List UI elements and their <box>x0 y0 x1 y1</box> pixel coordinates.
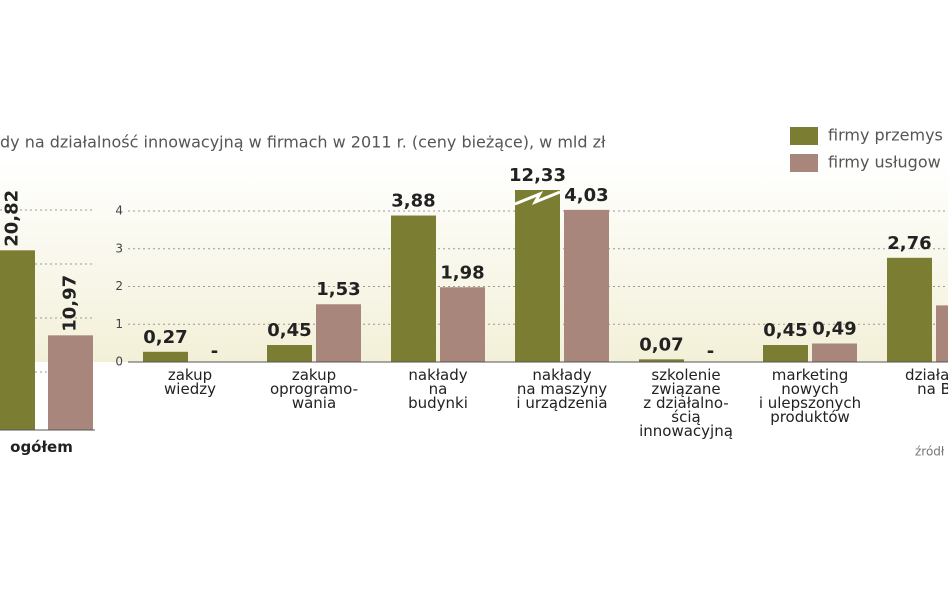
axis-break <box>514 190 561 206</box>
value-label: 0,27 <box>143 327 187 348</box>
value-label: 20,82 <box>2 190 23 247</box>
x-tick-label: nakłady na maszyny i urządzenia <box>516 366 608 412</box>
legend-swatch <box>790 154 818 172</box>
value-label: 4,03 <box>564 185 608 206</box>
bar <box>391 215 436 362</box>
bar <box>143 351 188 362</box>
bar <box>48 335 93 430</box>
bar <box>887 257 932 362</box>
bar <box>639 359 684 362</box>
value-label: 1,53 <box>316 279 360 300</box>
value-label: 12,33 <box>509 165 566 186</box>
y-tick-label: 1 <box>115 317 123 331</box>
value-label: - <box>707 341 714 362</box>
bar <box>316 304 361 362</box>
source: źródł <box>915 445 945 459</box>
value-label: 0,49 <box>812 319 856 340</box>
x-tick-label: nakłady na budynki <box>408 366 468 412</box>
legend-label: firmy przemys <box>828 126 943 145</box>
value-label: 0,45 <box>763 320 807 341</box>
y-tick-label: 4 <box>115 204 123 218</box>
bar <box>440 287 485 362</box>
value-label: 0,07 <box>639 334 683 355</box>
bar <box>763 345 808 362</box>
bar <box>515 190 560 362</box>
legend-label: firmy usługow <box>828 153 941 172</box>
bar <box>564 209 609 362</box>
x-tick-label: ogółem <box>10 438 73 456</box>
value-label: 0,45 <box>267 320 311 341</box>
y-tick-label: 2 <box>115 279 123 293</box>
x-tick-label: szkolenie związane z działalno- ścią inn… <box>639 366 733 440</box>
x-tick-label: działaln na B <box>905 366 948 398</box>
x-tick-label: zakup oprogramo- wania <box>269 366 359 412</box>
bar <box>267 345 312 362</box>
value-label: 3,88 <box>391 191 435 212</box>
x-tick-label: zakup wiedzy <box>164 366 216 398</box>
value-label: 10,97 <box>60 275 81 332</box>
value-label: 2,76 <box>887 233 931 254</box>
chart-title: dy na działalność innowacyjną w firmach … <box>0 133 606 152</box>
y-tick-label: 3 <box>115 241 123 255</box>
legend-swatch <box>790 127 818 145</box>
y-tick-label: 0 <box>115 355 123 369</box>
bar <box>812 343 857 362</box>
value-label: - <box>211 341 218 362</box>
bar <box>936 305 948 362</box>
value-label: 1,98 <box>440 262 484 283</box>
bar <box>0 250 35 430</box>
x-tick-label: marketing nowych i ulepszonych produktów <box>758 366 862 426</box>
